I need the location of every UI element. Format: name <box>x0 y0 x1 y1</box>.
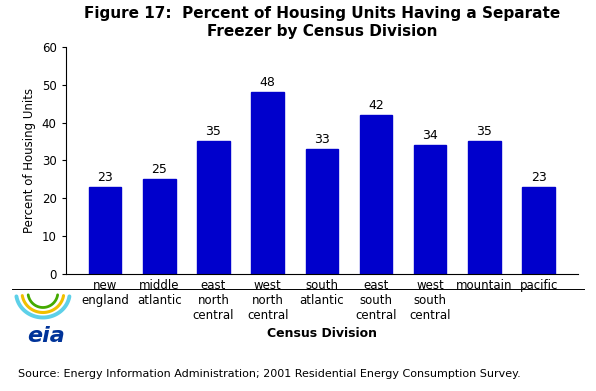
Bar <box>143 179 176 274</box>
Text: 34: 34 <box>423 129 438 142</box>
X-axis label: Census Division: Census Division <box>267 327 377 340</box>
Bar <box>89 187 122 274</box>
Text: 23: 23 <box>97 171 113 184</box>
Bar <box>522 187 555 274</box>
Text: 25: 25 <box>151 163 167 176</box>
Bar <box>197 142 229 274</box>
Text: 35: 35 <box>206 126 221 138</box>
Text: 48: 48 <box>260 76 275 89</box>
Y-axis label: Percent of Housing Units: Percent of Housing Units <box>23 88 36 233</box>
Bar <box>468 142 501 274</box>
Bar <box>360 115 392 274</box>
Text: eia: eia <box>27 326 64 346</box>
Title: Figure 17:  Percent of Housing Units Having a Separate
Freezer by Census Divisio: Figure 17: Percent of Housing Units Havi… <box>83 6 560 39</box>
Bar <box>414 145 446 274</box>
Bar <box>252 92 284 274</box>
Text: 42: 42 <box>368 99 384 112</box>
Text: 35: 35 <box>476 126 492 138</box>
Bar <box>306 149 338 274</box>
Text: 33: 33 <box>314 133 330 146</box>
Text: 23: 23 <box>530 171 547 184</box>
Text: Source: Energy Information Administration; 2001 Residential Energy Consumption S: Source: Energy Information Administratio… <box>18 369 521 379</box>
